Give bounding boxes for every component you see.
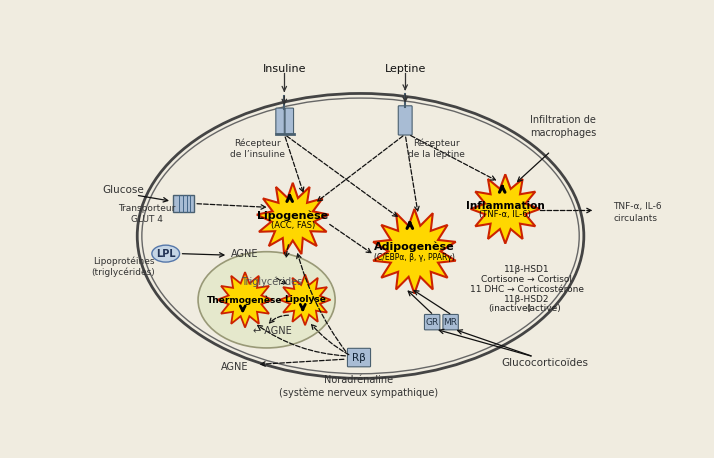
Text: Leptine: Leptine [385,64,426,74]
Text: Triglycérides: Triglycérides [241,277,303,287]
Polygon shape [471,174,540,244]
Text: Infiltration de
macrophages: Infiltration de macrophages [530,115,596,138]
Text: Inflammation: Inflammation [466,201,545,211]
Text: LPL: LPL [156,249,176,259]
Text: (C/EBPα, β, γ, PPARγ): (C/EBPα, β, γ, PPARγ) [374,253,455,262]
Text: Récepteur
de la leptine: Récepteur de la leptine [408,138,464,159]
Text: ← AGNE: ← AGNE [253,326,292,336]
Text: 11β-HSD1: 11β-HSD1 [504,265,550,273]
Text: Récepteur
de l’insuline: Récepteur de l’insuline [230,138,285,159]
Polygon shape [373,209,456,294]
Text: AGNE: AGNE [231,250,258,259]
FancyBboxPatch shape [276,108,284,134]
Text: TNF-α, IL-6
circulants: TNF-α, IL-6 circulants [613,202,662,223]
Polygon shape [257,183,328,254]
Text: (inactive): (inactive) [488,304,531,313]
Text: (TNF-α, IL-6): (TNF-α, IL-6) [479,210,531,219]
Ellipse shape [198,252,335,348]
FancyBboxPatch shape [424,315,440,330]
Text: Thermogenèse: Thermogenèse [207,295,283,305]
Text: AGNE: AGNE [221,362,249,372]
FancyBboxPatch shape [348,349,371,367]
Text: Rβ: Rβ [352,353,366,363]
Text: (ACC, FAS): (ACC, FAS) [271,221,315,229]
Ellipse shape [152,245,180,262]
Text: Cortisone → Cortisol: Cortisone → Cortisol [481,274,573,284]
Ellipse shape [137,93,584,378]
FancyBboxPatch shape [173,195,194,212]
FancyBboxPatch shape [398,106,412,135]
Text: 11β-HSD2: 11β-HSD2 [504,294,550,304]
Text: Lipolyse: Lipolyse [284,295,326,304]
Text: Glucose: Glucose [103,185,144,195]
Polygon shape [280,274,331,325]
FancyBboxPatch shape [285,108,293,134]
Polygon shape [217,272,273,327]
Text: MR: MR [443,318,458,327]
Text: Transporteur
GLUT 4: Transporteur GLUT 4 [118,204,175,224]
Text: Adipogenèse: Adipogenèse [374,241,455,252]
Text: GR: GR [426,318,439,327]
Text: Insuline: Insuline [263,64,306,74]
Text: (active): (active) [526,304,561,313]
FancyBboxPatch shape [443,315,458,330]
Text: Noradrénaline
(système nerveux sympathique): Noradrénaline (système nerveux sympathiq… [279,375,438,398]
Text: Lipogenèse: Lipogenèse [257,211,328,221]
Text: Lipoprotéines
(triglycérides): Lipoprotéines (triglycérides) [91,256,155,278]
Text: Glucocorticoïdes: Glucocorticoïdes [502,358,589,368]
Text: 11 DHC → Corticostérone: 11 DHC → Corticostérone [470,284,584,294]
